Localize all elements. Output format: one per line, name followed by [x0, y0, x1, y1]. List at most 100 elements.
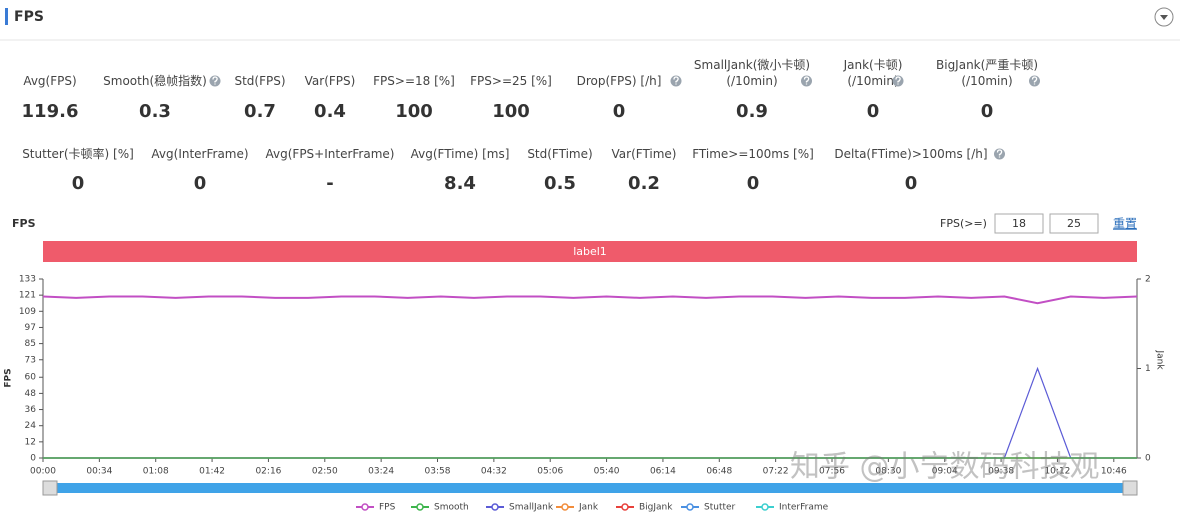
y-tick-label: 85 [25, 339, 36, 349]
metric-label: SmallJank(微小卡顿) (/10min) [694, 58, 810, 88]
y2-tick-label: 2 [1145, 275, 1151, 285]
legend-marker [491, 503, 499, 511]
x-tick-label: 07:56 [819, 467, 845, 477]
x-tick-label: 06:14 [650, 467, 676, 477]
x-tick-label: 03:58 [425, 467, 451, 477]
x-tick-label: 02:50 [312, 467, 338, 477]
metric-label: Std(FTime) [527, 147, 592, 161]
metric-value: 0 [72, 173, 85, 194]
metric-value: 0 [867, 101, 880, 122]
metric-label: Avg(InterFrame) [151, 147, 248, 161]
y-tick-label: 133 [19, 275, 36, 285]
scroll-handle[interactable] [1122, 480, 1138, 496]
x-tick-label: 08:30 [875, 467, 901, 477]
metric-label-line: Stutter(卡顿率) [%] [22, 146, 134, 161]
metric-label-line: SmallJank(微小卡顿) [694, 58, 810, 72]
title-accent [5, 8, 8, 25]
y-tick-label: 24 [25, 421, 37, 431]
metric-label: Drop(FPS) [/h] [577, 74, 662, 88]
metric-label: Avg(FTime) [ms] [411, 147, 510, 161]
y-axis-label: FPS [4, 368, 14, 387]
x-tick-label: 01:08 [143, 467, 169, 477]
scrollbar[interactable] [43, 483, 1137, 493]
metric-label: FPS>=25 [%] [470, 74, 552, 88]
watermark: 知乎 @小宁数码科技观 [790, 450, 1100, 485]
help-icon-glyph [803, 76, 810, 85]
y-tick-label: 12 [25, 437, 36, 447]
metric-label: Delta(FTime)>100ms [/h] [834, 147, 987, 161]
x-tick-label: 02:16 [255, 467, 281, 477]
section-title: FPS [14, 9, 44, 25]
y2-tick-label: 1 [1145, 364, 1151, 374]
metric-value: 0.3 [139, 101, 171, 122]
legend-label[interactable]: InterFrame [779, 503, 829, 513]
y-tick-label: 97 [25, 323, 36, 333]
y-tick-label: 73 [25, 355, 36, 365]
metric-value: 100 [395, 101, 433, 122]
metric-value: 0.4 [314, 101, 346, 122]
metric-label: Avg(FPS+InterFrame) [266, 147, 395, 161]
metric-value: 0 [747, 173, 760, 194]
threshold-value: 18 [1012, 217, 1026, 230]
threshold-input[interactable] [994, 213, 1044, 234]
metric-label-line: Avg(FPS) [23, 74, 76, 88]
x-tick-label: 09:38 [988, 467, 1014, 477]
metric-value: 119.6 [22, 101, 79, 122]
x-tick-label: 00:34 [86, 467, 112, 477]
metric-value: 0 [613, 101, 626, 122]
y-tick-label: 0 [30, 454, 36, 464]
legend-label[interactable]: Jank [578, 503, 599, 513]
metric-label-line: Std(FPS) [234, 74, 285, 88]
threshold-input[interactable] [1049, 213, 1099, 234]
legend-label[interactable]: Smooth [434, 503, 469, 513]
metric-label-line: (/10min) [961, 74, 1012, 88]
legend-marker [686, 503, 694, 511]
metric-label: Smooth(稳帧指数) [103, 73, 207, 88]
metric-value: 0.7 [244, 101, 276, 122]
legend-marker [561, 503, 569, 511]
metric-label: Var(FPS) [305, 74, 356, 88]
y-tick-label: 109 [19, 307, 36, 317]
metric-value: 0 [981, 101, 994, 122]
legend-marker [761, 503, 769, 511]
metric-label: FPS>=18 [%] [373, 74, 455, 88]
legend-label[interactable]: SmallJank [509, 503, 554, 513]
metric-value: 0.2 [628, 173, 660, 194]
reset-link[interactable]: 重置 [1113, 217, 1137, 231]
collapse-button[interactable] [1154, 7, 1174, 27]
y-tick-label: 121 [19, 291, 36, 301]
metric-value: 0.5 [544, 173, 576, 194]
y-tick-label: 60 [25, 373, 37, 383]
help-icon-glyph [1031, 76, 1038, 85]
metric-label-line: Var(FPS) [305, 74, 356, 88]
legend-marker [416, 503, 424, 511]
metric-label: BigJank(严重卡顿) (/10min) [936, 58, 1038, 88]
metric-value: 8.4 [444, 173, 476, 194]
y2-axis-label: Jank [1155, 349, 1165, 370]
legend-marker [361, 503, 369, 511]
legend-label[interactable]: BigJank [639, 503, 673, 513]
metric-value: 0 [905, 173, 918, 194]
metric-label-line: (/10min) [726, 74, 777, 88]
metric-label-line: Var(FTime) [612, 147, 677, 161]
help-icon-glyph [212, 76, 218, 85]
metric-label: Std(FPS) [234, 74, 285, 88]
chart-title: FPS [12, 217, 36, 230]
metric-label-line: BigJank(严重卡顿) [936, 58, 1038, 72]
metric-label-line: Std(FTime) [527, 147, 592, 161]
legend-label[interactable]: Stutter [704, 503, 736, 513]
scroll-handle[interactable] [42, 480, 58, 496]
series-line [43, 366, 1137, 459]
legend-marker [621, 503, 629, 511]
metric-label-line: Drop(FPS) [/h] [577, 74, 662, 88]
y-tick-label: 36 [25, 405, 37, 415]
metric-label-line: Delta(FTime)>100ms [/h] [834, 147, 987, 161]
metric-label-line: Smooth(稳帧指数) [103, 73, 207, 88]
help-icon-glyph [996, 149, 1003, 158]
x-tick-label: 04:32 [481, 467, 507, 477]
x-tick-label: 10:46 [1101, 467, 1127, 477]
series-line [42, 295, 1138, 305]
legend-label[interactable]: FPS [379, 503, 396, 513]
y2-tick-label: 0 [1145, 454, 1151, 464]
